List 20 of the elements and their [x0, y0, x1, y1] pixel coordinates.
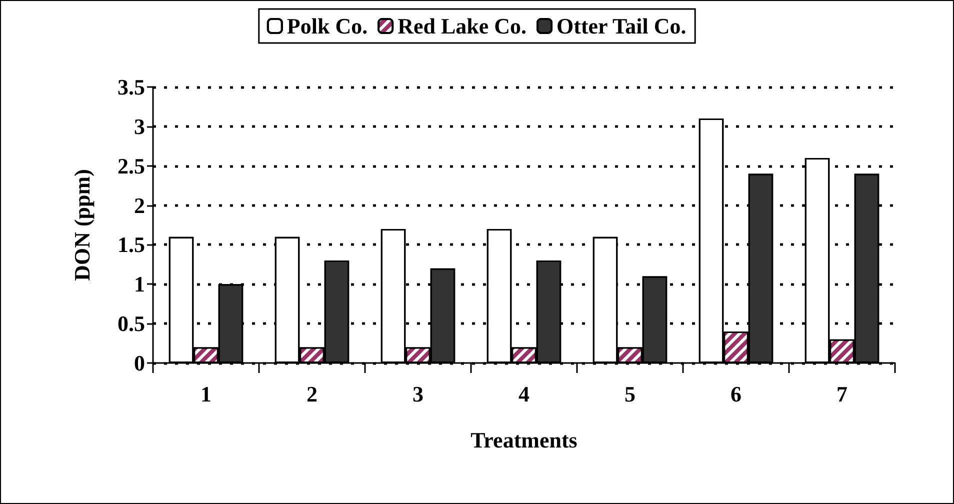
- x-tick-label: 5: [624, 382, 636, 406]
- x-tick-label: 6: [730, 382, 742, 406]
- y-tick-label: 0: [134, 350, 145, 376]
- y-tick-label: 0.5: [118, 311, 145, 336]
- y-axis-title: DON (ppm): [70, 169, 94, 281]
- y-tick-label: 3: [134, 114, 145, 139]
- legend-label: Polk Co.: [286, 14, 368, 38]
- x-tick-label: 1: [200, 382, 212, 406]
- y-tick-label: 1: [134, 272, 145, 297]
- x-axis-title: Treatments: [470, 428, 578, 452]
- x-tick-label: 7: [836, 382, 848, 406]
- y-tick-label: 2: [134, 192, 145, 218]
- y-tick-label: 3.5: [118, 74, 145, 100]
- legend-label: Red Lake Co.: [398, 14, 527, 38]
- x-tick-label: 2: [306, 382, 318, 406]
- legend-label: Otter Tail Co.: [556, 14, 686, 38]
- y-tick-label: 2.5: [118, 153, 145, 178]
- y-tick-label: 1.5: [118, 232, 145, 258]
- x-tick-label: 3: [412, 382, 424, 406]
- x-tick-label: 4: [518, 382, 530, 406]
